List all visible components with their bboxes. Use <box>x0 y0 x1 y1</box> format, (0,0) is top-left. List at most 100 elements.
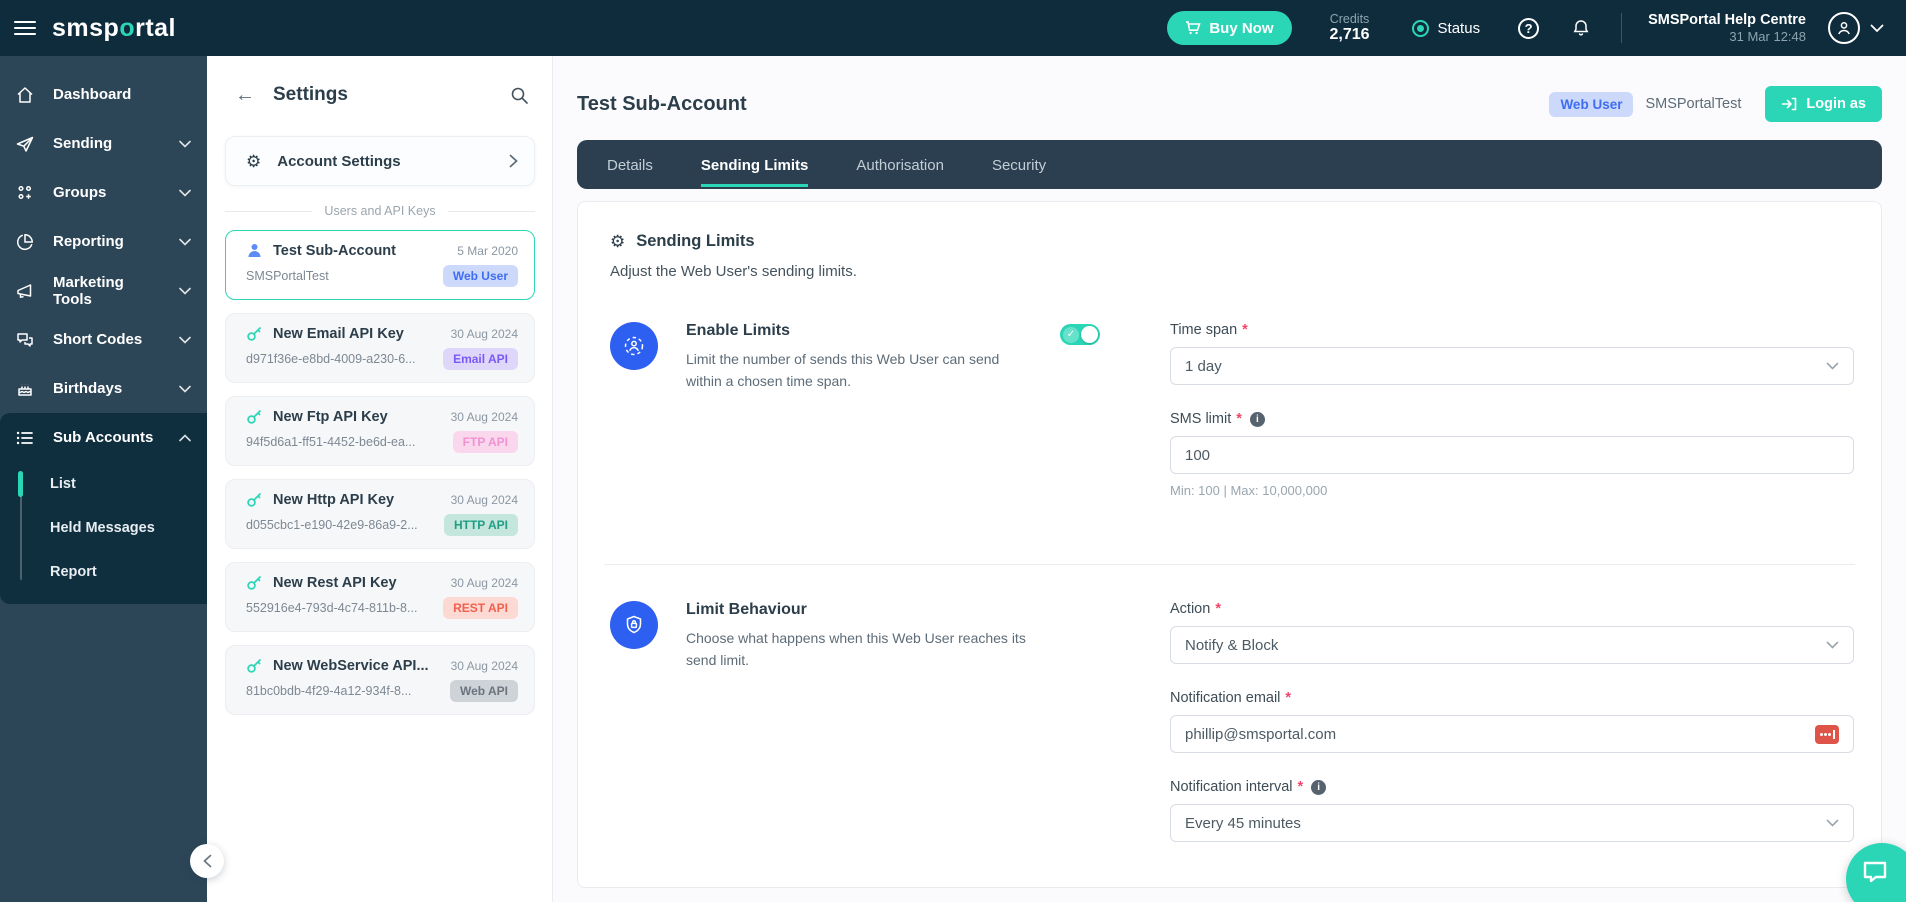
chevron-left-icon <box>202 854 211 868</box>
cake-icon <box>18 384 32 396</box>
sub-accounts-submenu: List Held Messages Report <box>0 462 207 594</box>
item-badge: Web API <box>449 680 518 702</box>
sidebar-item-dashboard[interactable]: Dashboard <box>0 70 207 119</box>
cart-icon <box>1186 21 1201 35</box>
enable-limits-toggle[interactable]: ✓ <box>1060 324 1100 345</box>
item-date: 30 Aug 2024 <box>450 492 518 507</box>
info-icon[interactable]: i <box>1311 779 1327 795</box>
enable-limits-description: Limit the number of sends this Web User … <box>686 351 1000 389</box>
settings-panel: ← Settings ⚙ Account Settings Users and … <box>190 56 553 902</box>
list-item-ftp-api-key[interactable]: New Ftp API Key 30 Aug 2024 94f5d6a1-ff5… <box>225 396 535 466</box>
tab-security[interactable]: Security <box>991 156 1047 174</box>
users-api-keys-divider: Users and API Keys <box>225 204 535 218</box>
notifications-bell-icon[interactable] <box>1571 18 1591 38</box>
notification-email-field <box>1170 715 1854 753</box>
login-icon <box>1782 97 1797 111</box>
item-date: 30 Aug 2024 <box>450 409 518 424</box>
live-chat-widget[interactable] <box>1846 843 1906 902</box>
sidebar-item-marketing-tools[interactable]: Marketing Tools <box>0 266 207 315</box>
time-span-label: Time span * <box>1170 322 1248 338</box>
page-title: Test Sub-Account <box>577 92 747 115</box>
collapse-panel-button[interactable] <box>190 844 224 878</box>
sidebar-item-report[interactable]: Report <box>50 564 97 580</box>
key-icon <box>247 409 262 424</box>
sidebar-item-birthdays[interactable]: Birthdays <box>0 364 207 413</box>
profile-chevron-down-icon[interactable] <box>1870 24 1884 33</box>
sidebar-item-sub-accounts-list[interactable]: List <box>0 462 207 506</box>
chevron-up-icon <box>179 433 191 442</box>
tab-bar: Details Sending Limits Authorisation Sec… <box>577 140 1882 189</box>
chevron-down-icon <box>179 189 191 197</box>
chat-bubble-icon <box>1863 861 1887 883</box>
sidebar-item-short-codes[interactable]: Short Codes <box>0 315 207 364</box>
item-subtitle: 552916e4-793d-4c74-811b-8... <box>246 601 418 615</box>
item-subtitle: d971f36e-e8bd-4009-a230-6... <box>246 352 416 366</box>
search-icon[interactable] <box>510 86 529 105</box>
hamburger-menu-icon[interactable] <box>14 21 36 35</box>
notification-email-input[interactable] <box>1185 725 1815 743</box>
buy-now-button[interactable]: Buy Now <box>1167 11 1292 45</box>
time-span-select[interactable]: 1 day <box>1170 347 1854 385</box>
pie-chart-icon <box>17 233 33 250</box>
chevron-down-icon <box>179 385 191 393</box>
back-arrow-icon[interactable]: ← <box>235 84 255 106</box>
limit-behaviour-row: Limit Behaviour Choose what happens when… <box>610 601 1854 868</box>
item-badge: FTP API <box>452 431 518 453</box>
user-avatar-icon[interactable] <box>1828 12 1860 44</box>
item-subtitle: 81bc0bdb-4f29-4a12-934f-8... <box>246 684 412 698</box>
status-indicator[interactable]: Status <box>1411 19 1480 37</box>
smsportal-logo[interactable]: smsportal <box>52 13 176 42</box>
item-subtitle: 94f5d6a1-ff51-4452-be6d-ea... <box>246 435 416 449</box>
sidebar-nav: Dashboard Sending Groups Reporting Marke… <box>0 56 207 902</box>
account-settings-row[interactable]: ⚙ Account Settings <box>225 136 535 186</box>
help-icon[interactable]: ? <box>1518 17 1540 39</box>
item-date: 30 Aug 2024 <box>450 326 518 341</box>
tab-authorisation[interactable]: Authorisation <box>856 156 944 174</box>
web-user-badge: Web User <box>1549 91 1634 117</box>
credits-value: 2,716 <box>1329 25 1370 43</box>
required-asterisk: * <box>1297 779 1304 795</box>
limit-behaviour-description: Choose what happens when this Web User r… <box>686 630 1026 668</box>
action-label: Action * <box>1170 601 1221 617</box>
sms-limit-input[interactable] <box>1185 446 1839 464</box>
action-select[interactable]: Notify & Block <box>1170 626 1854 664</box>
tab-details[interactable]: Details <box>607 156 653 174</box>
settings-panel-title: Settings <box>273 84 348 105</box>
sidebar-item-sub-accounts[interactable]: Sub Accounts <box>0 413 207 462</box>
chevron-down-icon <box>1826 362 1839 370</box>
list-item-email-api-key[interactable]: New Email API Key 30 Aug 2024 d971f36e-e… <box>225 313 535 383</box>
user-icon <box>248 244 261 257</box>
key-icon <box>247 658 262 673</box>
sidebar-item-groups[interactable]: Groups <box>0 168 207 217</box>
home-icon <box>17 86 33 103</box>
sidebar-item-sending[interactable]: Sending <box>0 119 207 168</box>
password-manager-icon[interactable] <box>1815 724 1839 744</box>
list-item-rest-api-key[interactable]: New Rest API Key 30 Aug 2024 552916e4-79… <box>225 562 535 632</box>
chevron-down-icon <box>179 140 191 148</box>
required-asterisk: * <box>1236 411 1242 427</box>
enable-limits-row: Enable Limits Limit the number of sends … <box>610 322 1854 524</box>
item-badge: Web User <box>442 265 518 287</box>
shield-lock-icon <box>610 601 658 649</box>
account-datetime: 31 Mar 12:48 <box>1729 28 1806 44</box>
notification-email-label: Notification email * <box>1170 690 1292 706</box>
info-icon[interactable]: i <box>1249 411 1265 427</box>
notification-interval-label: Notification interval * i <box>1170 779 1854 795</box>
sidebar-item-reporting[interactable]: Reporting <box>0 217 207 266</box>
sidebar-item-held-messages[interactable]: Held Messages <box>50 520 155 536</box>
notification-interval-select[interactable]: Every 45 minutes <box>1170 804 1854 842</box>
list-item-webservice-api-key[interactable]: New WebService API... 30 Aug 2024 81bc0b… <box>225 645 535 715</box>
tab-sending-limits[interactable]: Sending Limits <box>700 143 809 187</box>
item-subtitle: SMSPortalTest <box>246 269 329 283</box>
limit-behaviour-title: Limit Behaviour <box>686 601 807 618</box>
item-badge: HTTP API <box>443 514 518 536</box>
login-as-button[interactable]: Login as <box>1765 86 1882 122</box>
chevron-down-icon <box>179 336 191 344</box>
key-icon <box>247 575 262 590</box>
gear-icon: ⚙ <box>246 151 262 171</box>
list-item-http-api-key[interactable]: New Http API Key 30 Aug 2024 d055cbc1-e1… <box>225 479 535 549</box>
list-item-test-sub-account[interactable]: Test Sub-Account 5 Mar 2020 SMSPortalTes… <box>225 230 535 300</box>
item-date: 5 Mar 2020 <box>457 243 518 258</box>
toggle-knob <box>1081 326 1098 343</box>
